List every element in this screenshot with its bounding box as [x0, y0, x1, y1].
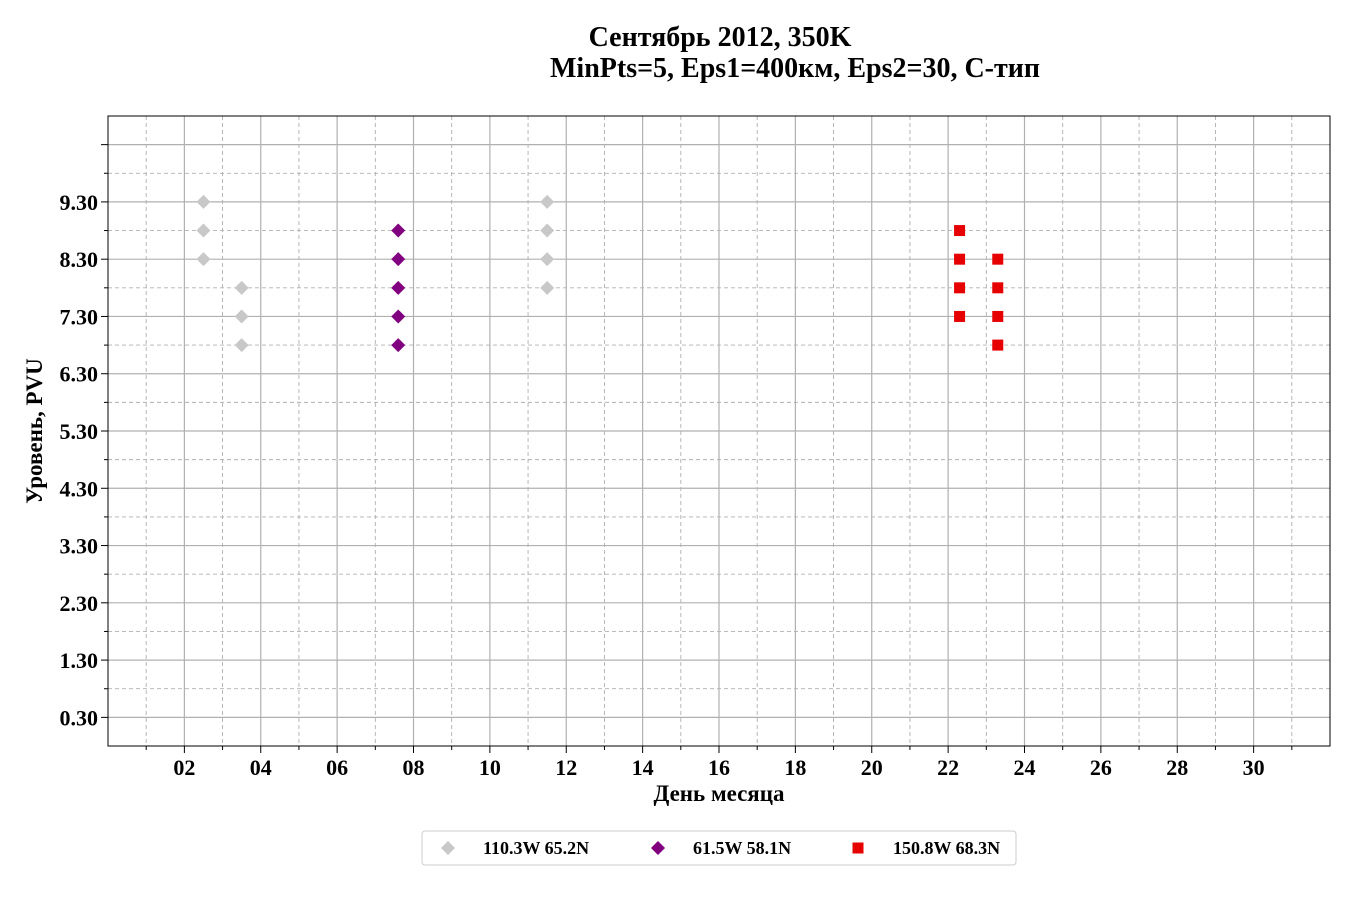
x-tick-label: 18	[784, 755, 806, 780]
chart-title-line-1: Сентябрь 2012, 350K	[589, 22, 852, 53]
x-tick-label: 24	[1014, 755, 1036, 780]
legend-marker	[651, 841, 665, 855]
legend-marker	[441, 841, 455, 855]
x-tick-label: 02	[173, 755, 195, 780]
legend-marker	[852, 842, 864, 854]
legend-label: 110.3W 65.2N	[483, 838, 589, 858]
x-axis-label: День месяца	[653, 781, 785, 806]
data-point	[391, 252, 406, 267]
data-point	[540, 223, 555, 238]
x-tick-label: 16	[708, 755, 730, 780]
data-point	[196, 252, 211, 267]
chart-title-line-2: MinPts=5, Eps1=400км, Eps2=30, C-тип	[550, 53, 1040, 84]
x-tick-label: 06	[326, 755, 348, 780]
x-tick-label: 12	[555, 755, 577, 780]
y-tick-label: 1.30	[60, 648, 99, 673]
data-point	[391, 280, 406, 295]
data-point	[954, 225, 966, 237]
data-point	[391, 309, 406, 324]
y-tick-label: 2.30	[60, 591, 99, 616]
data-point	[234, 309, 249, 324]
y-tick-label: 6.30	[60, 362, 99, 387]
x-tick-label: 08	[403, 755, 425, 780]
data-point	[992, 282, 1004, 294]
data-point	[540, 194, 555, 209]
data-point	[234, 338, 249, 353]
x-tick-label: 04	[250, 755, 272, 780]
y-tick-label: 5.30	[60, 419, 99, 444]
data-point	[992, 339, 1004, 351]
x-tick-label: 28	[1166, 755, 1188, 780]
data-point	[196, 223, 211, 238]
x-tick-label: 26	[1090, 755, 1112, 780]
legend-frame	[421, 830, 1017, 866]
data-point	[391, 338, 406, 353]
data-points	[196, 194, 1004, 353]
data-point	[954, 282, 966, 294]
data-point	[196, 194, 211, 209]
y-tick-label: 7.30	[60, 304, 99, 329]
data-point	[992, 253, 1004, 265]
x-tick-label: 22	[937, 755, 959, 780]
y-axis-label: Уровень, PVU	[22, 358, 47, 504]
axis-ticks: 02 04 06 08 10 12 14 16 18 20 22 24 26 28 30 0.30 1.30 2.…	[60, 144, 1293, 780]
y-tick-label: 9.30	[60, 190, 99, 215]
data-point	[954, 310, 966, 322]
y-tick-label: 0.30	[60, 705, 99, 730]
legend-label: 150.8W 68.3N	[893, 838, 1000, 858]
data-point	[540, 252, 555, 267]
data-point	[954, 253, 966, 265]
x-tick-label: 30	[1243, 755, 1265, 780]
x-tick-label: 10	[479, 755, 501, 780]
grid	[108, 116, 1330, 746]
x-tick-label: 20	[861, 755, 883, 780]
y-tick-label: 4.30	[60, 476, 99, 501]
data-point	[234, 280, 249, 295]
data-point	[391, 223, 406, 238]
legend: 110.3W 65.2N 61.5W 58.1N 150.8W 68.3N	[421, 830, 1017, 866]
x-tick-label: 14	[632, 755, 654, 780]
y-tick-label: 3.30	[60, 534, 99, 559]
legend-label: 61.5W 58.1N	[693, 838, 791, 858]
data-point	[540, 280, 555, 295]
y-tick-label: 8.30	[60, 247, 99, 272]
data-point	[992, 310, 1004, 322]
